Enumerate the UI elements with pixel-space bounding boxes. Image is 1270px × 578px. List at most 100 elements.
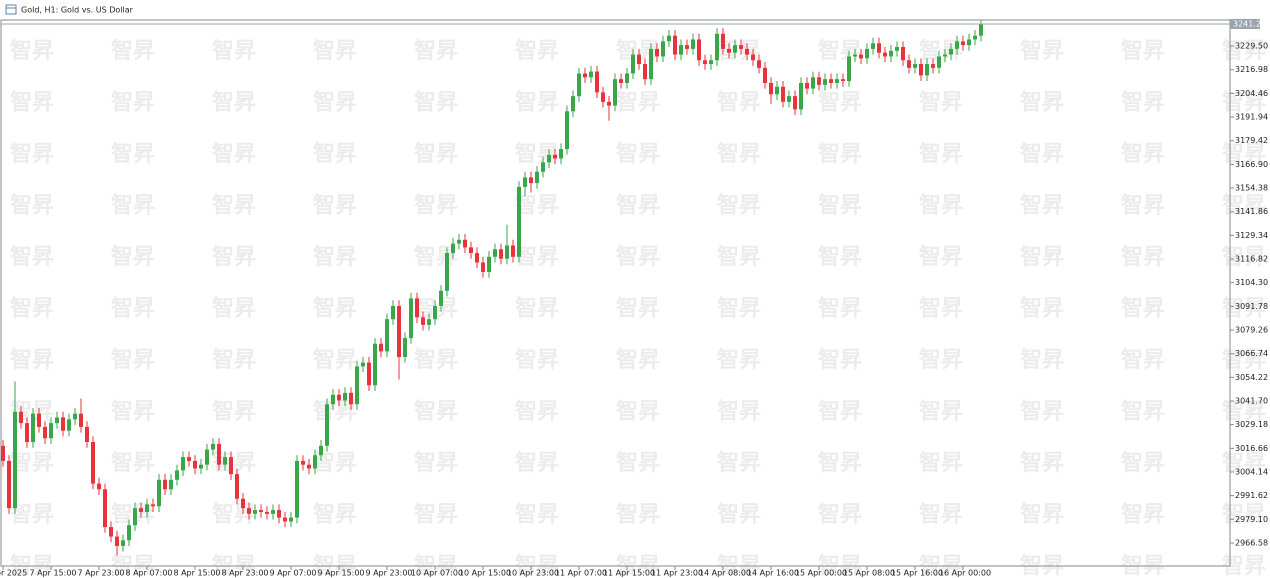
watermark: 智昇 (111, 399, 155, 425)
watermark: 智昇 (616, 399, 660, 425)
candle-body (895, 47, 899, 51)
watermark: 智昇 (919, 450, 963, 476)
watermark: 智昇 (717, 296, 761, 322)
watermark: 智昇 (818, 244, 862, 270)
candle-body (949, 48, 953, 55)
x-tick-label: 10 Apr 15:00 (459, 569, 511, 578)
candle-body (901, 47, 905, 61)
candle-body (337, 394, 341, 401)
candle-body (523, 177, 527, 187)
watermark: 智昇 (10, 450, 54, 476)
candle-body (73, 413, 77, 420)
candle-body (187, 457, 191, 461)
candle-body (811, 77, 815, 89)
candle-body (787, 96, 791, 102)
x-tick-label: 15 Apr 08:00 (843, 569, 895, 578)
candle-body (463, 239, 467, 248)
candle-body (835, 79, 839, 83)
watermark: 智昇 (414, 399, 458, 425)
watermark: 智昇 (1020, 38, 1064, 64)
candle-body (115, 536, 119, 546)
candle-body (847, 56, 851, 82)
candle-body (505, 245, 509, 259)
candle-body (7, 460, 11, 509)
candle-body (865, 48, 869, 59)
candle-body (859, 54, 863, 59)
candle-body (169, 479, 173, 490)
watermark: 智昇 (111, 90, 155, 116)
candle-body (277, 510, 281, 518)
candle-body (415, 298, 419, 318)
watermark: 智昇 (717, 193, 761, 219)
watermark: 智昇 (616, 244, 660, 270)
watermark: 智昇 (515, 502, 559, 528)
candle-body (403, 338, 407, 357)
candle-body (631, 54, 635, 74)
watermark: 智昇 (1121, 296, 1165, 322)
watermark: 智昇 (10, 90, 54, 116)
candle-body (937, 56, 941, 68)
watermark: 智昇 (414, 38, 458, 64)
y-tick-label: 3066.74 (1235, 349, 1268, 358)
y-tick-label: 3079.26 (1235, 326, 1268, 335)
x-tick-label: 15 Apr 00:00 (795, 569, 847, 578)
candle-body (253, 510, 257, 514)
candle-body (571, 96, 575, 112)
watermark: 智昇 (414, 502, 458, 528)
watermark: 智昇 (1121, 244, 1165, 270)
candle-body (643, 64, 647, 80)
candle-body (409, 298, 413, 339)
watermark: 智昇 (818, 90, 862, 116)
x-tick-label: 10 Apr 23:00 (507, 569, 559, 578)
candle-body (667, 35, 671, 42)
x-tick-label: 11 Apr 15:00 (603, 569, 655, 578)
watermark: 智昇 (10, 502, 54, 528)
candle-body (775, 86, 779, 95)
watermark: 智昇 (111, 193, 155, 219)
x-tick-label: 10 Apr 07:00 (411, 569, 463, 578)
watermark: 智昇 (1222, 244, 1266, 270)
candle-body (343, 392, 347, 401)
candle-body (535, 171, 539, 184)
watermark: 智昇 (1222, 347, 1266, 373)
watermark: 智昇 (1222, 141, 1266, 167)
candle-body (475, 253, 479, 263)
candle-body (91, 442, 95, 484)
watermark: 智昇 (818, 296, 862, 322)
price-label-box (1230, 18, 1260, 29)
y-tick-label: 3004.14 (1235, 467, 1268, 476)
plot-frame (0, 19, 1231, 567)
watermark: 智昇 (111, 244, 155, 270)
candle-body (325, 404, 329, 446)
x-tick-label: 11 Apr 23:00 (651, 569, 703, 578)
candle-body (913, 64, 917, 68)
candle-body (37, 413, 41, 427)
candle-body (79, 413, 83, 427)
watermark: 智昇 (1222, 450, 1266, 476)
watermark: 智昇 (212, 399, 256, 425)
candle-body (307, 464, 311, 469)
candle-body (877, 43, 881, 53)
candle-body (781, 86, 785, 102)
watermark: 智昇 (313, 502, 357, 528)
candle-body (199, 464, 203, 469)
watermark: 智昇 (1020, 450, 1064, 476)
candle-body (439, 290, 443, 306)
candle-body (511, 245, 515, 257)
watermark: 智昇 (515, 141, 559, 167)
watermark: 智昇 (717, 502, 761, 528)
candle-body (97, 483, 101, 490)
candle-body (103, 489, 107, 528)
watermark: 智昇 (1121, 141, 1165, 167)
watermark: 智昇 (515, 38, 559, 64)
candle-body (817, 77, 821, 85)
candle-body (685, 45, 689, 49)
y-tick-label: 3041.70 (1235, 397, 1268, 406)
x-tick-label: 9 Apr 07:00 (269, 569, 316, 578)
candle-body (559, 149, 563, 159)
candle-body (487, 256, 491, 272)
watermark: 智昇 (1020, 244, 1064, 270)
candle-body (361, 362, 365, 367)
watermark: 智昇 (111, 347, 155, 373)
watermark: 智昇 (818, 399, 862, 425)
